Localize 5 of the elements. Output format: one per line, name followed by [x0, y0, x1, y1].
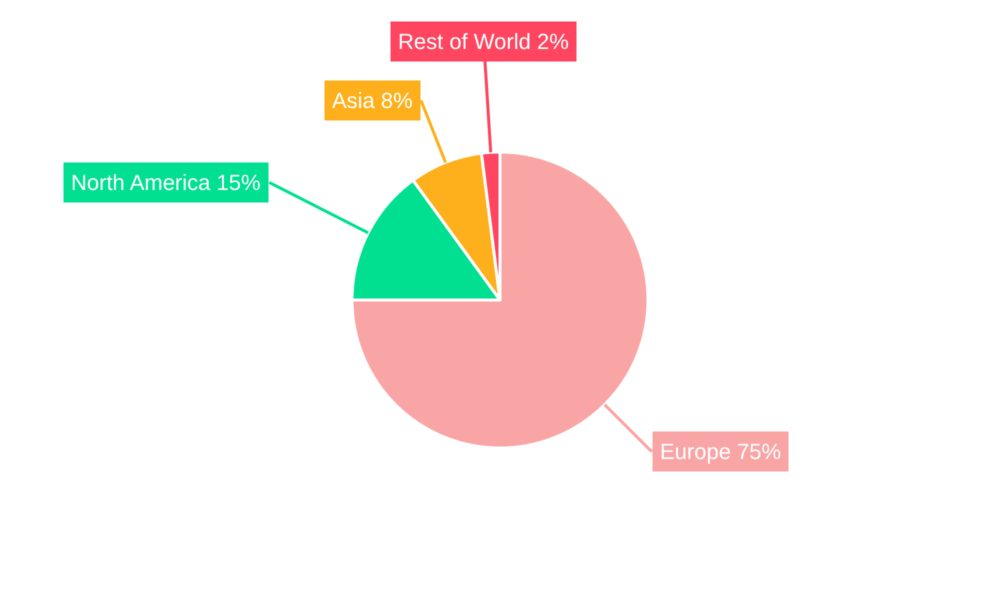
pie-slice: [350, 150, 650, 450]
slice-label: North America 15%: [71, 170, 261, 195]
slice-label: Rest of World 2%: [398, 29, 569, 54]
slice-label: Europe 75%: [660, 439, 782, 464]
slice-label: Asia 8%: [332, 88, 413, 113]
